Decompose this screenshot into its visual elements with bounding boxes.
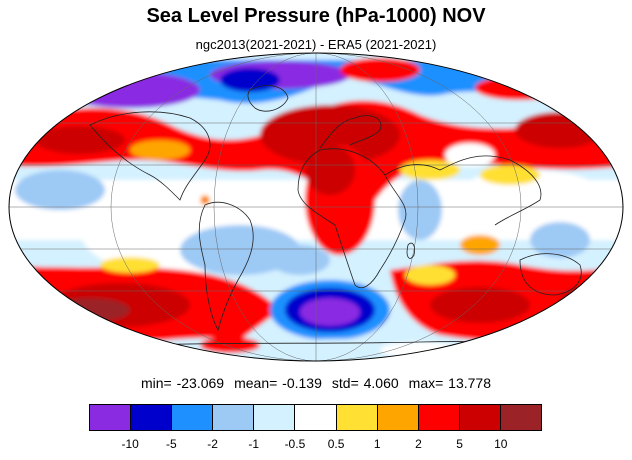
colorbar-tick-label: 0.5 — [327, 437, 345, 451]
colorbar-tick-label: -2 — [207, 437, 218, 451]
stat-max: max= 13.778 — [408, 375, 492, 391]
colorbar-swatch — [377, 405, 419, 430]
stat-std: std= 4.060 — [331, 375, 399, 391]
colorbar-swatch — [213, 405, 255, 430]
colorbar-tick-label: -0.5 — [284, 437, 306, 451]
stat-mean: mean= -0.139 — [234, 375, 322, 391]
colorbar-tick-label: 10 — [494, 437, 508, 451]
map-subtitle: ngc2013(2021-2021) - ERA5 (2021-2021) — [195, 37, 437, 52]
colorbar-swatch — [172, 405, 214, 430]
colorbar-swatch — [90, 405, 132, 430]
colorbar-tick-label: -10 — [121, 437, 139, 451]
colorbar-swatch — [254, 405, 296, 430]
colorbar-swatch — [500, 405, 542, 430]
colorbar-tick-label: 1 — [373, 437, 381, 451]
colorbar-swatch — [459, 405, 501, 430]
colorbar-swatch — [131, 405, 173, 430]
colorbar-labels: -10 -5 -2 -1 -0.5 0.5 1 2 5 10 — [0, 437, 632, 455]
graticule — [9, 53, 623, 361]
stat-min: min= -23.069 — [140, 375, 225, 391]
statistics-line: min= -23.069 mean= -0.139 std= 4.060 max= 1… — [0, 375, 632, 391]
colorbar-swatch — [295, 405, 337, 430]
map-title: Sea Level Pressure (hPa-1000) NOV — [146, 5, 486, 27]
map-outline — [8, 52, 624, 362]
colorbar-tick-label: -5 — [166, 437, 177, 451]
colorbar-swatch — [418, 405, 460, 430]
colorbar-tick-label: -1 — [248, 437, 260, 451]
colorbar-tick-label: 5 — [456, 437, 463, 451]
colorbar — [89, 404, 542, 431]
colorbar-swatch — [336, 405, 378, 430]
colorbar-tick-label: 2 — [415, 437, 422, 451]
